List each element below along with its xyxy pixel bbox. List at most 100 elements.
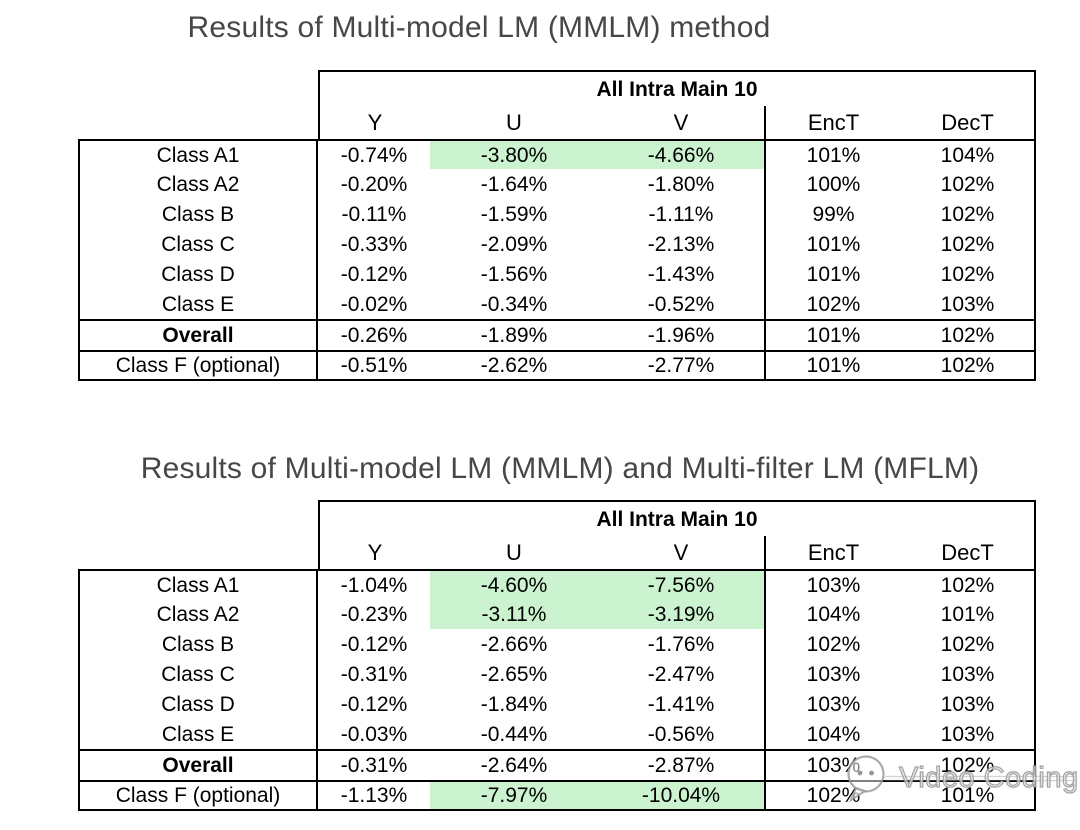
cell-v: -1.43% — [598, 259, 766, 289]
cell-v: -2.77% — [598, 350, 766, 381]
cell-dect: 102% — [901, 629, 1036, 659]
row-label: Class B — [78, 629, 318, 659]
cell-y: -0.31% — [318, 659, 430, 689]
cell-dect: 102% — [901, 259, 1036, 289]
results-table-mmlm: All Intra Main 10 Y U V EncT DecT Class A1 -0.7… — [78, 70, 1036, 381]
cell-u: -1.59% — [430, 199, 598, 229]
row-label: Class A2 — [78, 599, 318, 629]
cell-dect: 101% — [901, 780, 1036, 811]
cell-dect: 103% — [901, 689, 1036, 719]
cell-enct: 104% — [766, 719, 901, 749]
cell-u: -3.11% — [430, 599, 598, 629]
cell-u: -2.62% — [430, 350, 598, 381]
row-label: Class A1 — [78, 569, 318, 599]
cell-enct: 101% — [766, 229, 901, 259]
cell-v: -7.56% — [598, 569, 766, 599]
cell-dect: 102% — [901, 199, 1036, 229]
cell-u: -2.66% — [430, 629, 598, 659]
column-header-v: V — [598, 106, 766, 139]
cell-dect: 102% — [901, 229, 1036, 259]
column-header-v: V — [598, 536, 766, 569]
row-label: Overall — [78, 749, 318, 780]
cell-y: -0.51% — [318, 350, 430, 381]
row-label: Class C — [78, 659, 318, 689]
column-header-enct: EncT — [766, 106, 901, 139]
cell-dect: 103% — [901, 719, 1036, 749]
column-header-y: Y — [318, 106, 430, 139]
cell-y: -0.31% — [318, 749, 430, 780]
cell-enct: 103% — [766, 569, 901, 599]
cell-u: -2.64% — [430, 749, 598, 780]
cell-dect: 103% — [901, 659, 1036, 689]
cell-y: -1.13% — [318, 780, 430, 811]
cell-dect: 101% — [901, 599, 1036, 629]
column-header-u: U — [430, 536, 598, 569]
cell-dect: 102% — [901, 350, 1036, 381]
column-header-u: U — [430, 106, 598, 139]
cell-u: -2.09% — [430, 229, 598, 259]
cell-u: -7.97% — [430, 780, 598, 811]
cell-u: -2.65% — [430, 659, 598, 689]
cell-enct: 104% — [766, 599, 901, 629]
row-label: Class E — [78, 289, 318, 319]
cell-y: -1.04% — [318, 569, 430, 599]
cell-v: -10.04% — [598, 780, 766, 811]
column-header-dect: DecT — [901, 536, 1036, 569]
cell-v: -1.80% — [598, 169, 766, 199]
cell-v: -1.41% — [598, 689, 766, 719]
row-label: Class B — [78, 199, 318, 229]
cell-v: -2.47% — [598, 659, 766, 689]
cell-enct: 99% — [766, 199, 901, 229]
cell-y: -0.20% — [318, 169, 430, 199]
cell-enct: 101% — [766, 259, 901, 289]
cell-v: -1.11% — [598, 199, 766, 229]
cell-dect: 103% — [901, 289, 1036, 319]
cell-y: -0.23% — [318, 599, 430, 629]
column-header-enct: EncT — [766, 536, 901, 569]
cell-v: -0.52% — [598, 289, 766, 319]
cell-enct: 103% — [766, 689, 901, 719]
cell-y: -0.03% — [318, 719, 430, 749]
group-header: All Intra Main 10 — [318, 500, 1036, 536]
cell-y: -0.74% — [318, 139, 430, 169]
cell-enct: 102% — [766, 289, 901, 319]
cell-u: -1.56% — [430, 259, 598, 289]
cell-u: -3.80% — [430, 139, 598, 169]
cell-v: -4.66% — [598, 139, 766, 169]
column-header-dect: DecT — [901, 106, 1036, 139]
cell-y: -0.02% — [318, 289, 430, 319]
cell-enct: 101% — [766, 139, 901, 169]
cell-dect: 102% — [901, 569, 1036, 599]
row-label: Class A2 — [78, 169, 318, 199]
cell-enct: 101% — [766, 350, 901, 381]
cell-v: -1.96% — [598, 319, 766, 350]
row-label: Class F (optional) — [78, 780, 318, 811]
cell-enct: 101% — [766, 319, 901, 350]
row-label: Class F (optional) — [78, 350, 318, 381]
cell-v: -2.13% — [598, 229, 766, 259]
cell-enct: 103% — [766, 659, 901, 689]
cell-y: -0.12% — [318, 629, 430, 659]
column-header-y: Y — [318, 536, 430, 569]
cell-y: -0.11% — [318, 199, 430, 229]
cell-y: -0.12% — [318, 689, 430, 719]
cell-enct: 103% — [766, 749, 901, 780]
cell-u: -1.89% — [430, 319, 598, 350]
header-spacer — [78, 70, 318, 106]
header-spacer — [78, 106, 318, 139]
header-spacer — [78, 500, 318, 536]
cell-v: -1.76% — [598, 629, 766, 659]
cell-v: -3.19% — [598, 599, 766, 629]
cell-enct: 100% — [766, 169, 901, 199]
cell-u: -4.60% — [430, 569, 598, 599]
cell-dect: 102% — [901, 169, 1036, 199]
cell-dect: 102% — [901, 319, 1036, 350]
table1-title: Results of Multi-model LM (MMLM) method — [187, 11, 771, 44]
cell-u: -0.34% — [430, 289, 598, 319]
row-label: Class A1 — [78, 139, 318, 169]
row-label: Class D — [78, 689, 318, 719]
header-spacer — [78, 536, 318, 569]
row-label: Overall — [78, 319, 318, 350]
group-header: All Intra Main 10 — [318, 70, 1036, 106]
